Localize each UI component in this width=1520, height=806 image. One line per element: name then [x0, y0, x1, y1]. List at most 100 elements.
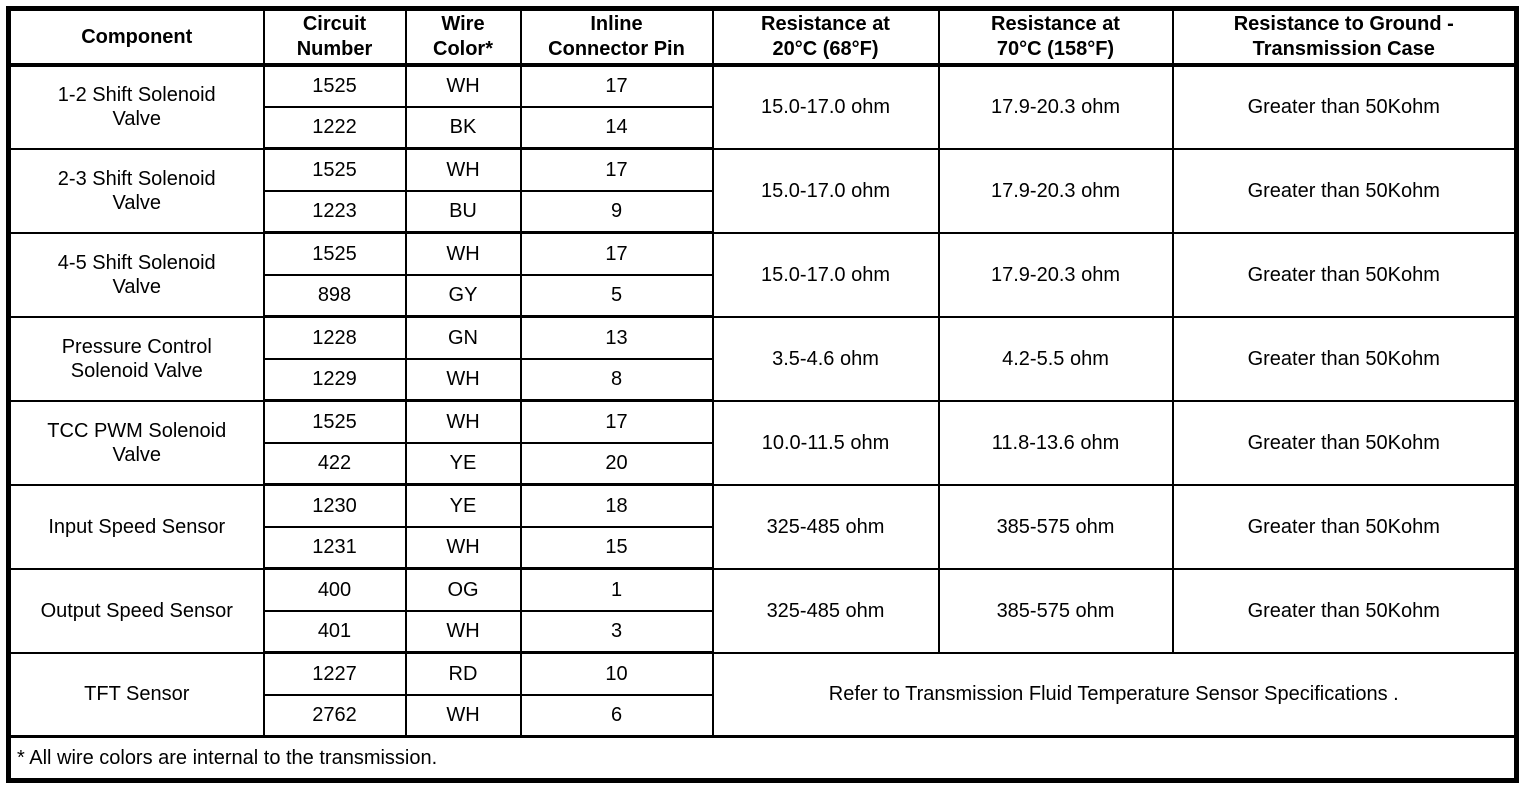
resistance-70c-cell: 4.2-5.5 ohm — [937, 315, 1174, 402]
wire-color-cell: WH — [404, 63, 522, 108]
resistance-ground-cell: Greater than 50Kohm — [1171, 147, 1518, 234]
resistance-ground-cell: Greater than 50Kohm — [1171, 483, 1518, 570]
connector-pin-cell: 1 — [519, 567, 714, 612]
circuit-number-cell: 1227 — [262, 651, 407, 696]
table-row: 1231 WH 15 — [9, 525, 1517, 570]
resistance-20c-cell: 15.0-17.0 ohm — [711, 231, 940, 318]
wire-color-cell: OG — [404, 567, 522, 612]
connector-pin-cell: 6 — [519, 693, 714, 738]
connector-pin-cell: 14 — [519, 105, 714, 150]
resistance-20c-cell: 15.0-17.0 ohm — [711, 63, 940, 150]
table-row: 1223 BU 9 — [9, 189, 1517, 234]
solenoid-resistance-spec-table: Component Circuit Number Wire Color* Inl… — [6, 6, 1519, 783]
wire-color-cell: BK — [404, 105, 522, 150]
resistance-ground-cell: Greater than 50Kohm — [1171, 315, 1518, 402]
circuit-number-cell: 1525 — [262, 231, 407, 276]
circuit-number-cell: 1525 — [262, 399, 407, 444]
circuit-number-cell: 400 — [262, 567, 407, 612]
circuit-number-cell: 1222 — [262, 105, 407, 150]
component-cell: Input Speed Sensor — [7, 483, 265, 570]
connector-pin-cell: 17 — [519, 63, 714, 108]
table-row: Pressure Control Solenoid Valve 1228 GN … — [7, 315, 1518, 402]
circuit-number-cell: 1231 — [262, 525, 407, 570]
component-cell: TCC PWM Solenoid Valve — [7, 399, 265, 486]
footnote-row: * All wire colors are internal to the tr… — [7, 735, 1518, 782]
wire-color-cell: WH — [404, 693, 522, 738]
component-cell: TFT Sensor — [7, 651, 265, 738]
table-row: 898 GY 5 — [9, 273, 1517, 318]
connector-pin-cell: 9 — [519, 189, 714, 234]
connector-pin-cell: 15 — [519, 525, 714, 570]
col-header-inline-connector-pin: Inline Connector Pin — [519, 7, 714, 67]
circuit-number-cell: 1229 — [262, 357, 407, 402]
resistance-70c-cell: 17.9-20.3 ohm — [937, 147, 1174, 234]
connector-pin-cell: 20 — [519, 441, 714, 486]
col-header-wire-color: Wire Color* — [404, 7, 522, 67]
component-cell: 4-5 Shift Solenoid Valve — [7, 231, 265, 318]
resistance-ground-cell: Greater than 50Kohm — [1171, 63, 1518, 150]
resistance-70c-cell: 17.9-20.3 ohm — [937, 231, 1174, 318]
resistance-20c-cell: 325-485 ohm — [711, 567, 940, 654]
resistance-ground-cell: Greater than 50Kohm — [1171, 231, 1518, 318]
connector-pin-cell: 8 — [519, 357, 714, 402]
resistance-20c-cell: 10.0-11.5 ohm — [711, 399, 940, 486]
wire-color-footnote: * All wire colors are internal to the tr… — [7, 735, 1518, 782]
table-row: Input Speed Sensor 1230 YE 18 325-485 oh… — [7, 483, 1518, 570]
connector-pin-cell: 3 — [519, 609, 714, 654]
table-row: TFT Sensor 1227 RD 10 Refer to Transmiss… — [7, 651, 1518, 738]
circuit-number-cell: 1230 — [262, 483, 407, 528]
resistance-70c-cell: 385-575 ohm — [937, 567, 1174, 654]
connector-pin-cell: 17 — [519, 147, 714, 192]
table-row: TCC PWM Solenoid Valve 1525 WH 17 10.0-1… — [7, 399, 1518, 486]
col-header-resistance-20c: Resistance at 20°C (68°F) — [711, 7, 940, 67]
connector-pin-cell: 5 — [519, 273, 714, 318]
wire-color-cell: WH — [404, 147, 522, 192]
col-header-resistance-70c: Resistance at 70°C (158°F) — [937, 7, 1174, 67]
connector-pin-cell: 17 — [519, 399, 714, 444]
circuit-number-cell: 1525 — [262, 147, 407, 192]
component-cell: 2-3 Shift Solenoid Valve — [7, 147, 265, 234]
resistance-70c-cell: 17.9-20.3 ohm — [937, 63, 1174, 150]
wire-color-cell: RD — [404, 651, 522, 696]
table-row: 4-5 Shift Solenoid Valve 1525 WH 17 15.0… — [7, 231, 1518, 318]
resistance-70c-cell: 385-575 ohm — [937, 483, 1174, 570]
wire-color-cell: WH — [404, 609, 522, 654]
resistance-ground-cell: Greater than 50Kohm — [1171, 567, 1518, 654]
component-cell: Pressure Control Solenoid Valve — [7, 315, 265, 402]
wire-color-cell: WH — [404, 399, 522, 444]
table-row: 2762 WH 6 — [9, 693, 1517, 738]
circuit-number-cell: 1228 — [262, 315, 407, 360]
resistance-20c-cell: 325-485 ohm — [711, 483, 940, 570]
table-row: 1229 WH 8 — [9, 357, 1517, 402]
circuit-number-cell: 2762 — [262, 693, 407, 738]
circuit-number-cell: 422 — [262, 441, 407, 486]
table-row: 401 WH 3 — [9, 609, 1517, 654]
resistance-20c-cell: 3.5-4.6 ohm — [711, 315, 940, 402]
wire-color-cell: WH — [404, 525, 522, 570]
circuit-number-cell: 898 — [262, 273, 407, 318]
resistance-70c-cell: 11.8-13.6 ohm — [937, 399, 1174, 486]
component-cell: Output Speed Sensor — [7, 567, 265, 654]
col-header-circuit-number: Circuit Number — [262, 7, 407, 67]
table-row: 1222 BK 14 — [9, 105, 1517, 150]
table-row: Output Speed Sensor 400 OG 1 325-485 ohm… — [7, 567, 1518, 654]
wire-color-cell: WH — [404, 231, 522, 276]
header-row: Component Circuit Number Wire Color* Inl… — [7, 7, 1518, 67]
connector-pin-cell: 10 — [519, 651, 714, 696]
table-row: 2-3 Shift Solenoid Valve 1525 WH 17 15.0… — [7, 147, 1518, 234]
resistance-ground-cell: Greater than 50Kohm — [1171, 399, 1518, 486]
wire-color-cell: GN — [404, 315, 522, 360]
col-header-resistance-ground: Resistance to Ground - Transmission Case — [1171, 7, 1518, 67]
table-row: 1-2 Shift Solenoid Valve 1525 WH 17 15.0… — [7, 63, 1518, 150]
resistance-20c-cell: 15.0-17.0 ohm — [711, 147, 940, 234]
table-row: 422 YE 20 — [9, 441, 1517, 486]
tft-reference-note-cell: Refer to Transmission Fluid Temperature … — [711, 651, 1518, 738]
connector-pin-cell: 13 — [519, 315, 714, 360]
connector-pin-cell: 17 — [519, 231, 714, 276]
connector-pin-cell: 18 — [519, 483, 714, 528]
circuit-number-cell: 1223 — [262, 189, 407, 234]
circuit-number-cell: 1525 — [262, 63, 407, 108]
wire-color-cell: YE — [404, 483, 522, 528]
col-header-component: Component — [7, 7, 265, 67]
wire-color-cell: WH — [404, 357, 522, 402]
